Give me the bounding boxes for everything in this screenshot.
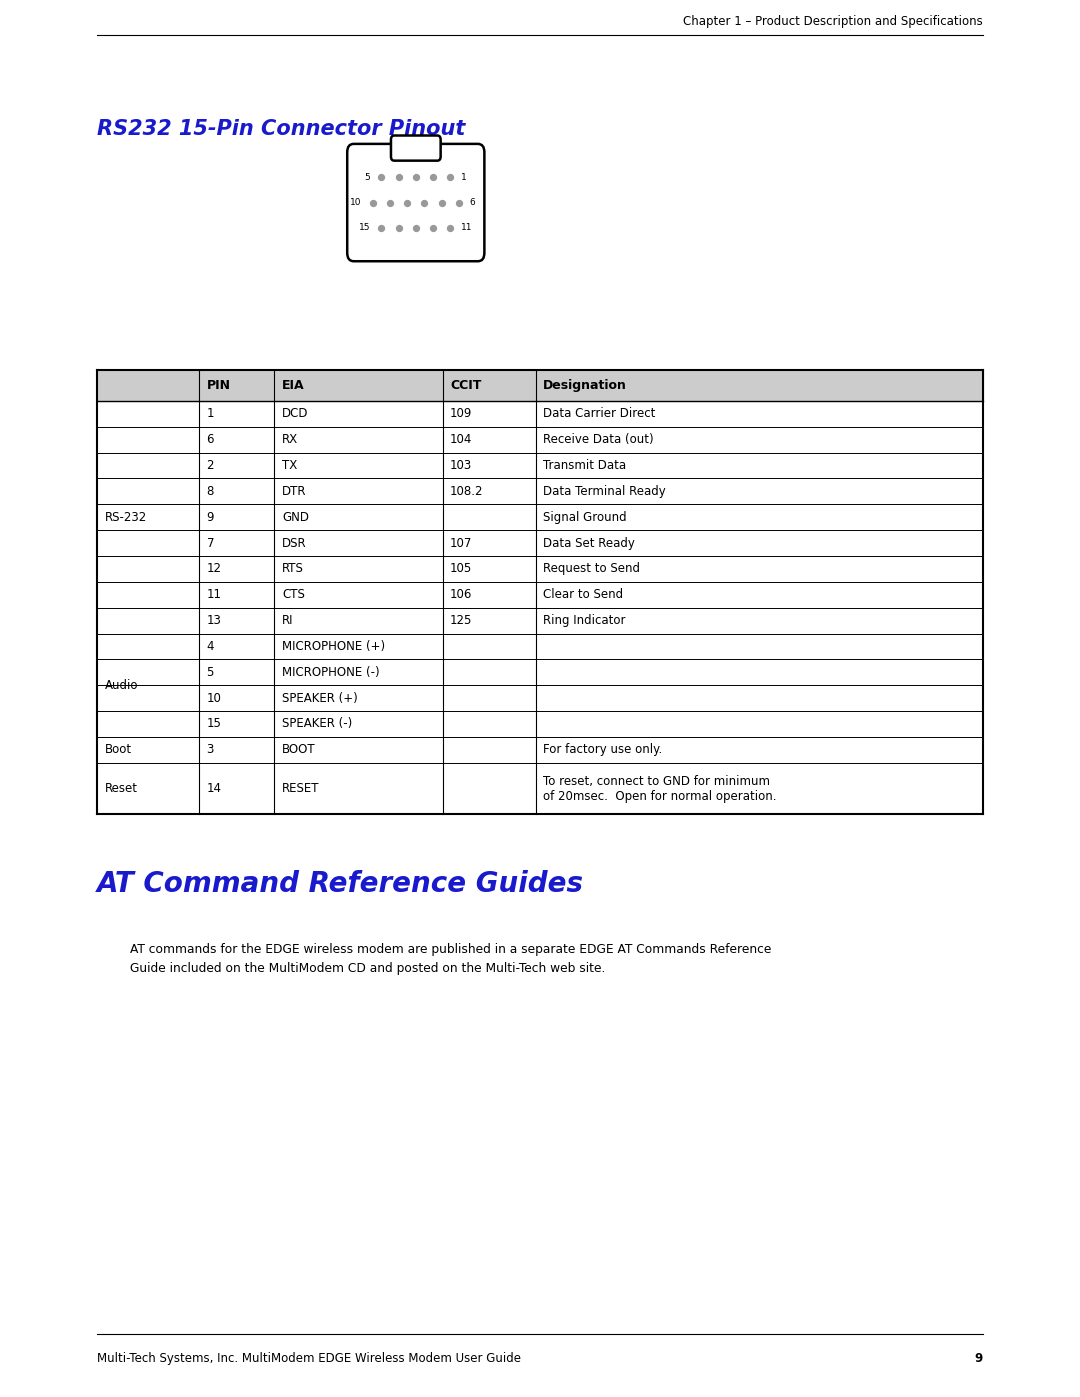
Text: 1: 1 (206, 408, 214, 420)
Text: 9: 9 (974, 1352, 983, 1365)
Text: 104: 104 (450, 433, 473, 446)
Text: MICROPHONE (-): MICROPHONE (-) (282, 666, 379, 679)
Text: AT commands for the EDGE wireless modem are published in a separate EDGE AT Comm: AT commands for the EDGE wireless modem … (130, 943, 771, 975)
Text: 5: 5 (365, 173, 370, 182)
Text: Data Set Ready: Data Set Ready (543, 536, 635, 549)
Text: 108.2: 108.2 (450, 485, 484, 497)
Text: 10: 10 (350, 198, 362, 207)
Text: Receive Data (out): Receive Data (out) (543, 433, 653, 446)
Point (407, 217, 424, 239)
Text: 109: 109 (450, 408, 473, 420)
Text: 15: 15 (206, 718, 221, 731)
Text: Multi-Tech Systems, Inc. MultiModem EDGE Wireless Modem User Guide: Multi-Tech Systems, Inc. MultiModem EDGE… (97, 1352, 522, 1365)
Text: Audio: Audio (105, 679, 138, 692)
Text: RS-232: RS-232 (105, 511, 147, 524)
Text: CTS: CTS (282, 588, 305, 601)
Point (373, 166, 390, 189)
Text: EIA: EIA (282, 379, 305, 393)
Text: 15: 15 (359, 224, 370, 232)
Text: 8: 8 (206, 485, 214, 497)
Point (416, 191, 433, 214)
Text: AT Command Reference Guides: AT Command Reference Guides (97, 870, 584, 898)
FancyBboxPatch shape (391, 136, 441, 161)
Text: 4: 4 (206, 640, 214, 652)
Text: Designation: Designation (543, 379, 627, 393)
Bar (397, 152, 434, 161)
Text: DSR: DSR (282, 536, 307, 549)
Point (442, 217, 459, 239)
Text: 106: 106 (450, 588, 473, 601)
Point (433, 191, 450, 214)
Text: 10: 10 (206, 692, 221, 704)
Text: Clear to Send: Clear to Send (543, 588, 623, 601)
Text: GND: GND (282, 511, 309, 524)
Text: 6: 6 (470, 198, 475, 207)
Text: 6: 6 (206, 433, 214, 446)
Text: Data Carrier Direct: Data Carrier Direct (543, 408, 656, 420)
Point (381, 191, 399, 214)
Text: 11: 11 (206, 588, 221, 601)
Text: Boot: Boot (105, 743, 132, 756)
Point (390, 166, 407, 189)
Text: Reset: Reset (105, 782, 138, 795)
Point (399, 191, 416, 214)
Point (390, 217, 407, 239)
Text: 125: 125 (450, 615, 473, 627)
Text: Ring Indicator: Ring Indicator (543, 615, 625, 627)
Text: 103: 103 (450, 460, 472, 472)
Text: 12: 12 (206, 563, 221, 576)
Text: Chapter 1 – Product Description and Specifications: Chapter 1 – Product Description and Spec… (683, 15, 983, 28)
Text: RX: RX (282, 433, 298, 446)
Text: Transmit Data: Transmit Data (543, 460, 626, 472)
Text: BOOT: BOOT (282, 743, 315, 756)
Text: Signal Ground: Signal Ground (543, 511, 626, 524)
Point (450, 191, 468, 214)
Text: 13: 13 (206, 615, 221, 627)
Text: 107: 107 (450, 536, 473, 549)
Text: RS232 15-Pin Connector Pinout: RS232 15-Pin Connector Pinout (97, 119, 465, 138)
Point (424, 166, 442, 189)
Text: RI: RI (282, 615, 294, 627)
Text: 105: 105 (450, 563, 472, 576)
Text: CCIT: CCIT (450, 379, 482, 393)
Text: DTR: DTR (282, 485, 307, 497)
Text: 1: 1 (461, 173, 467, 182)
Text: 5: 5 (206, 666, 214, 679)
Text: For factory use only.: For factory use only. (543, 743, 662, 756)
Text: To reset, connect to GND for minimum
of 20msec.  Open for normal operation.: To reset, connect to GND for minimum of … (543, 774, 777, 803)
FancyBboxPatch shape (348, 144, 484, 261)
Text: 14: 14 (206, 782, 221, 795)
Text: PIN: PIN (206, 379, 231, 393)
Text: 11: 11 (461, 224, 473, 232)
Text: 2: 2 (206, 460, 214, 472)
Text: MICROPHONE (+): MICROPHONE (+) (282, 640, 384, 652)
Text: RTS: RTS (282, 563, 303, 576)
Text: SPEAKER (-): SPEAKER (-) (282, 718, 352, 731)
Text: RESET: RESET (282, 782, 320, 795)
Text: Data Terminal Ready: Data Terminal Ready (543, 485, 666, 497)
Text: DCD: DCD (282, 408, 309, 420)
Point (407, 166, 424, 189)
Point (442, 166, 459, 189)
Point (424, 217, 442, 239)
Text: 7: 7 (206, 536, 214, 549)
Text: SPEAKER (+): SPEAKER (+) (282, 692, 357, 704)
Bar (97, 370, 983, 401)
Text: TX: TX (282, 460, 297, 472)
Text: Request to Send: Request to Send (543, 563, 640, 576)
Text: 3: 3 (206, 743, 214, 756)
Text: 9: 9 (206, 511, 214, 524)
Point (373, 217, 390, 239)
Point (364, 191, 381, 214)
